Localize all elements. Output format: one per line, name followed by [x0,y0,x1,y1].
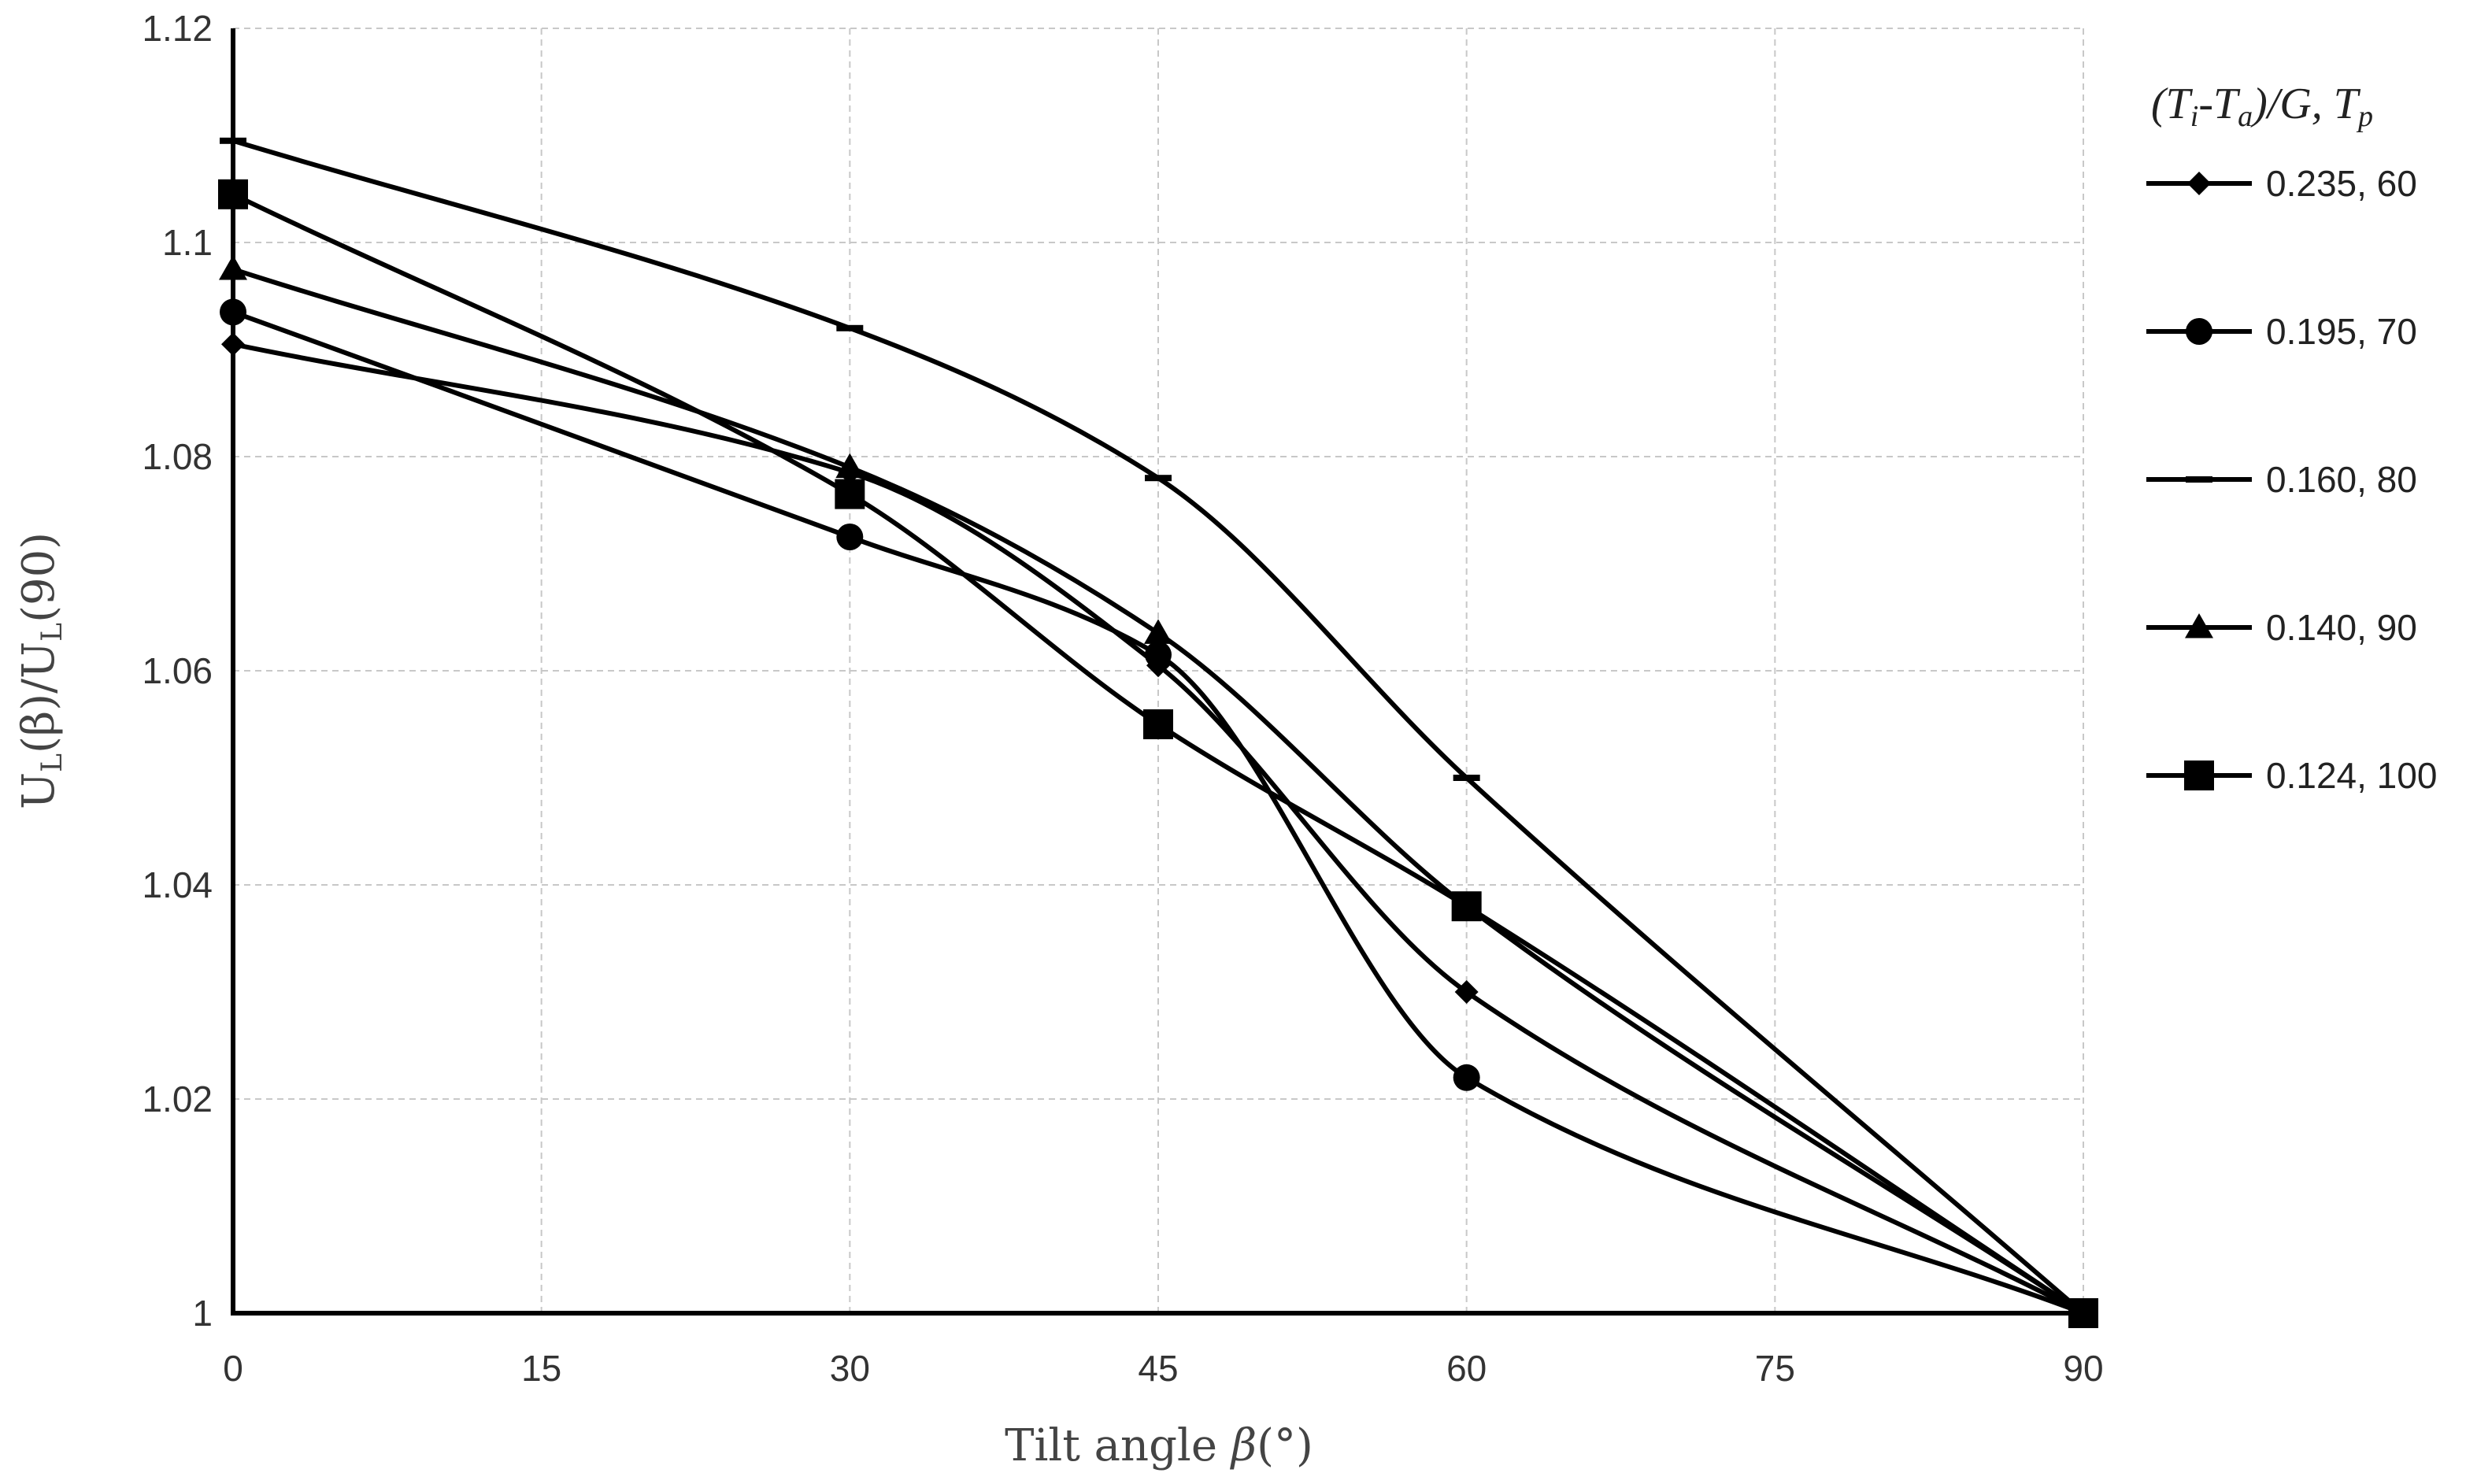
series-layer [218,137,2098,1328]
marker-square [2184,761,2214,790]
legend-title: (Ti-Ta)/G, Tp [2151,80,2373,133]
x-tick-labels: 0 15 30 45 60 75 90 [223,1348,2103,1389]
x-tick-label: 90 [2063,1348,2103,1389]
y-tick-label: 1.08 [142,436,213,477]
marker-circle [2186,318,2212,345]
legend-item: 0.124, 100 [2146,755,2437,796]
marker-circle [836,524,864,550]
marker-diamond [1454,980,1479,1004]
marker-diamond [2187,172,2211,195]
legend: 0.235, 60 0.195, 70 0.160, 80 0.140, 90 0.12… [2146,163,2437,796]
x-tick-label: 0 [223,1348,243,1389]
marker-dash [220,137,246,144]
marker-dash [2186,476,2212,483]
marker-square [1143,709,1173,739]
marker-dash [1453,775,1480,781]
y-tick-label: 1.1 [162,222,213,263]
marker-triangle [2185,613,2213,638]
marker-diamond [221,332,245,357]
legend-label: 0.195, 70 [2266,311,2417,352]
legend-item: 0.195, 70 [2146,311,2417,352]
marker-square [2068,1298,2098,1328]
x-tick-label: 75 [1755,1348,1795,1389]
legend-label: 0.124, 100 [2266,755,2437,796]
series-line [231,309,2085,1316]
marker-triangle [1144,619,1172,644]
y-tick-labels: 1 1.02 1.04 1.06 1.08 1.1 1.12 [142,8,213,1334]
y-tick-label: 1.06 [142,650,213,691]
marker-square [218,179,248,209]
legend-label: 0.140, 90 [2266,607,2417,648]
y-axis-title: UL(β)/UL(90) [13,532,68,809]
x-axis-title: Tilt angle β(°) [1005,1420,1313,1471]
y-tick-label: 1.02 [142,1079,213,1119]
series-line [232,138,2085,1316]
marker-square [1451,891,1482,922]
legend-label: 0.160, 80 [2266,459,2417,500]
y-tick-label: 1 [192,1293,213,1334]
marker-circle [220,298,246,326]
legend-item: 0.140, 90 [2146,607,2417,648]
series-line [232,342,2085,1316]
x-tick-label: 45 [1138,1348,1178,1389]
marker-dash [1145,475,1172,482]
marker-dash [836,324,864,331]
y-tick-label: 1.04 [142,864,213,905]
marker-triangle [835,453,865,479]
x-tick-label: 30 [830,1348,870,1389]
x-tick-label: 15 [521,1348,561,1389]
legend-item: 0.235, 60 [2146,163,2417,204]
legend-item: 0.160, 80 [2146,459,2417,500]
x-tick-label: 60 [1446,1348,1487,1389]
marker-square [835,479,865,509]
marker-circle [1453,1064,1480,1091]
marker-circle [1145,641,1172,668]
axes [231,28,2085,1316]
y-tick-label: 1.12 [142,8,213,49]
marker-triangle [219,255,247,280]
series-square [218,179,2098,1328]
legend-label: 0.235, 60 [2266,163,2417,204]
